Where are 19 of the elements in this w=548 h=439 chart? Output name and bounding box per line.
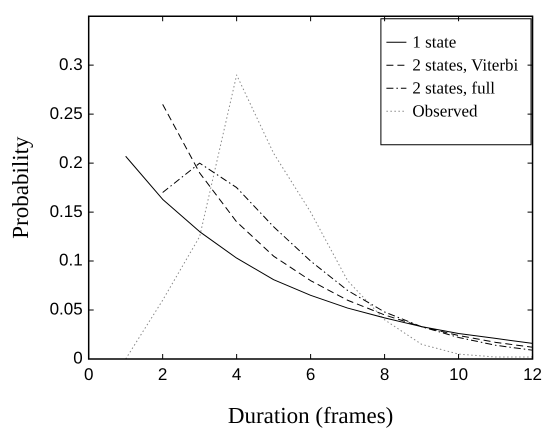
legend-label: 1 state [412,32,456,52]
x-axis-title: Duration (frames) [228,403,394,428]
y-tick-label: 0.2 [59,152,83,172]
x-tick-label: 10 [449,364,468,384]
y-tick-label: 0 [73,348,83,368]
x-tick-label: 6 [306,364,316,384]
y-tick-label: 0.25 [50,104,83,123]
x-tick-label: 2 [158,364,168,384]
y-tick-label: 0.1 [59,250,83,270]
y-tick-label: 0.3 [59,54,83,74]
legend-label: 2 states, Viterbi [412,56,519,75]
x-tick-label: 8 [380,364,390,384]
y-axis-title: Probability [8,136,33,239]
x-tick-label: 4 [232,364,242,384]
y-tick-label: 0.05 [50,300,83,319]
y-tick-label: 0.15 [50,202,83,221]
legend-label: Observed [412,102,478,121]
legend-label: 2 states, full [412,78,496,98]
x-tick-label: 12 [523,364,542,384]
